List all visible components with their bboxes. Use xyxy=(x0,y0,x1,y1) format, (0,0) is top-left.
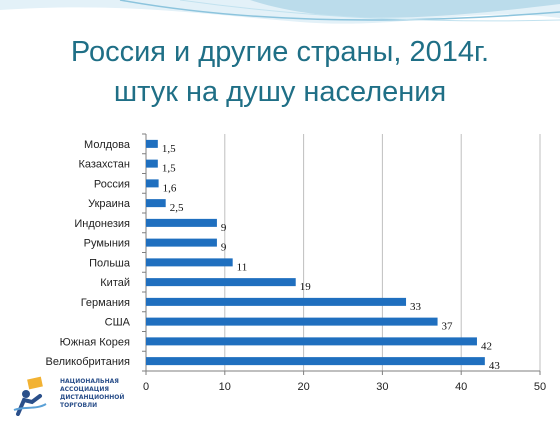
value-label: 37 xyxy=(442,321,454,333)
value-label: 2,5 xyxy=(170,202,184,214)
logo-text-line: НАЦИОНАЛЬНАЯ xyxy=(60,378,119,385)
category-label: Молдова xyxy=(84,139,131,151)
logo-text-line: ТОРГОВЛИ xyxy=(60,402,98,409)
bar xyxy=(146,218,217,227)
value-label: 1,6 xyxy=(163,182,177,194)
slide-title-line-1: Россия и другие страны, 2014г. xyxy=(70,36,490,68)
value-label: 43 xyxy=(489,360,501,372)
value-label: 9 xyxy=(221,242,227,254)
bar xyxy=(146,297,407,306)
value-label: 33 xyxy=(410,301,422,313)
x-tick-label: 50 xyxy=(534,381,546,393)
category-label: Россия xyxy=(94,178,130,190)
bar xyxy=(146,199,166,208)
category-label: Казахстан xyxy=(78,159,130,171)
category-label: Германия xyxy=(81,297,130,309)
logo-text-line: АССОЦИАЦИЯ xyxy=(60,386,109,393)
category-label: Великобритания xyxy=(46,356,131,368)
x-tick-label: 20 xyxy=(297,381,309,393)
category-label: Китай xyxy=(100,277,130,289)
value-label: 11 xyxy=(237,261,248,273)
association-logo: НАЦИОНАЛЬНАЯ АССОЦИАЦИЯ ДИСТАНЦИОННОЙ ТОРГО… xyxy=(10,376,150,416)
bar xyxy=(146,357,485,366)
slide-title-line-2: штук на душу населения xyxy=(113,76,447,108)
category-label: Южная Корея xyxy=(60,336,130,348)
category-label: Румыния xyxy=(84,238,130,250)
bar xyxy=(146,278,296,287)
x-tick-label: 30 xyxy=(376,381,388,393)
bar xyxy=(146,317,438,326)
slide-title: Россия и другие страны, 2014г. штук на д… xyxy=(0,32,560,112)
x-tick-label: 0 xyxy=(143,381,149,393)
logo-emblem-icon xyxy=(13,376,47,416)
bar xyxy=(146,139,158,148)
bar xyxy=(146,337,477,346)
category-label: Индонезия xyxy=(74,218,130,230)
category-label: США xyxy=(105,317,131,329)
bar xyxy=(146,179,159,188)
x-tick-label: 10 xyxy=(219,381,231,393)
value-label: 1,5 xyxy=(162,163,176,175)
x-tick-label: 40 xyxy=(455,381,467,393)
value-label: 1,5 xyxy=(162,143,176,155)
value-label: 9 xyxy=(221,222,227,234)
logo-text-line: ДИСТАНЦИОННОЙ xyxy=(60,394,125,401)
bar xyxy=(146,258,233,267)
bar xyxy=(146,238,217,247)
value-label: 42 xyxy=(481,340,492,352)
decorative-wave-header xyxy=(0,0,560,24)
category-label: Польша xyxy=(89,257,131,269)
category-label: Украина xyxy=(88,198,131,210)
value-label: 19 xyxy=(300,281,312,293)
bar xyxy=(146,159,158,168)
